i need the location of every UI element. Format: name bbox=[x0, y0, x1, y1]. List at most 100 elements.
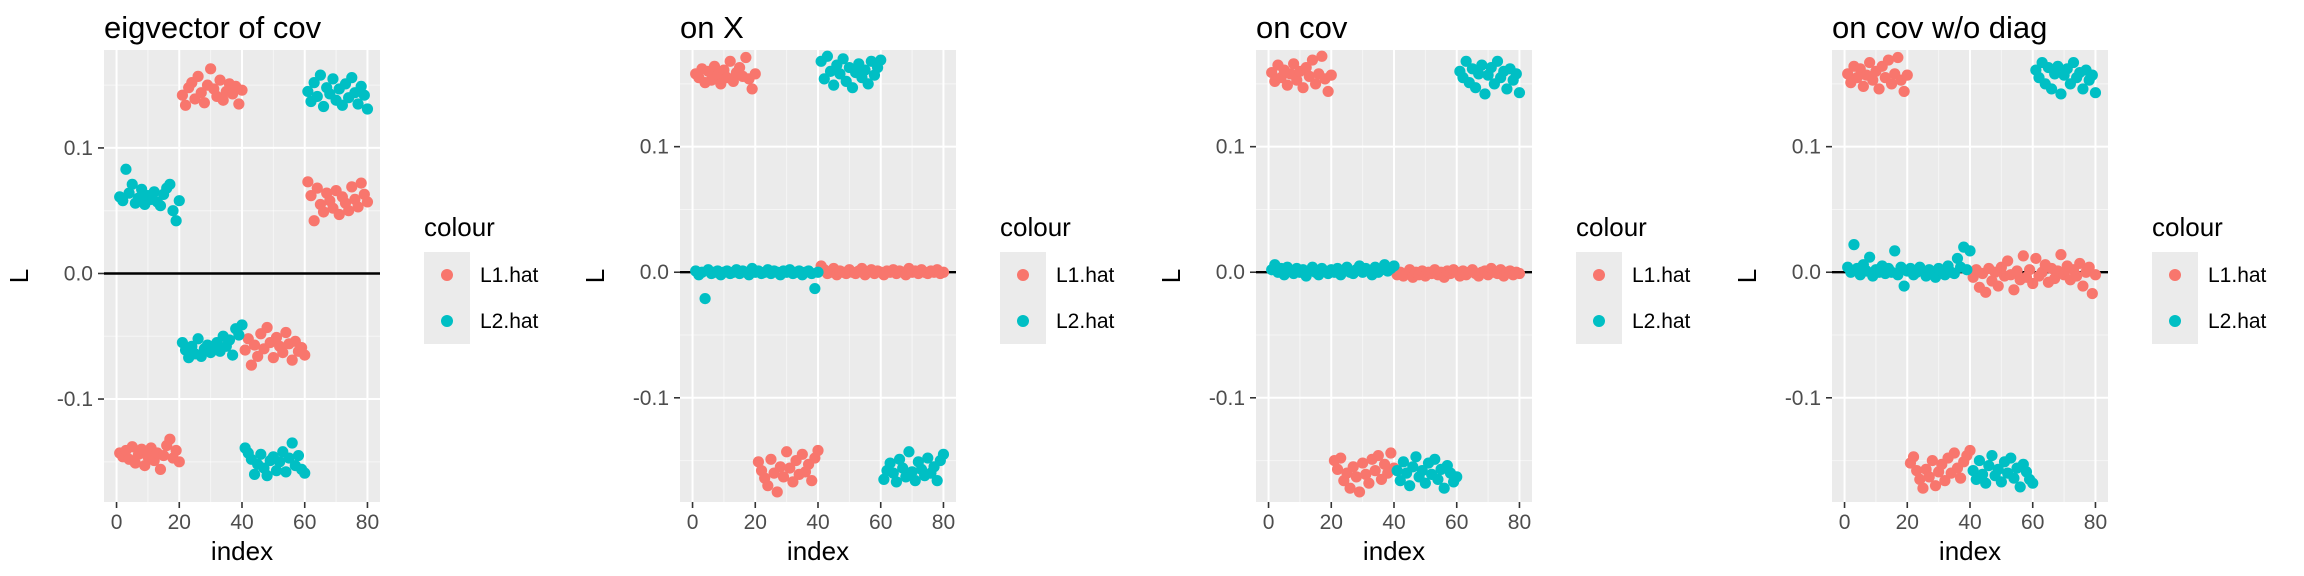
chart-panel-4: on cov w/o diag 0 20 40 60 80 -0.1 0.0 0.1 index L… bbox=[1728, 0, 2304, 576]
data-point bbox=[1864, 56, 1876, 69]
data-point bbox=[781, 446, 793, 458]
data-point bbox=[336, 99, 348, 111]
data-point bbox=[154, 200, 167, 212]
data-point bbox=[358, 89, 370, 101]
data-point bbox=[1378, 458, 1391, 470]
data-point bbox=[812, 266, 824, 278]
data-point bbox=[809, 282, 821, 295]
data-point bbox=[277, 346, 289, 359]
y-tick-label: -0.1 bbox=[1785, 387, 1821, 410]
data-point bbox=[248, 468, 261, 480]
data-point bbox=[1363, 477, 1375, 489]
data-point bbox=[317, 206, 330, 218]
data-point bbox=[308, 215, 320, 227]
x-axis-title: index bbox=[211, 536, 273, 566]
data-point bbox=[299, 467, 311, 479]
data-point bbox=[311, 182, 323, 194]
data-point bbox=[1986, 449, 1998, 462]
legend: colour L1.hat L2.hat bbox=[2152, 212, 2267, 344]
x-axis-title: index bbox=[1363, 536, 1425, 566]
data-point bbox=[2008, 284, 2020, 296]
data-point bbox=[299, 349, 311, 361]
data-point bbox=[129, 457, 141, 469]
data-point bbox=[352, 201, 364, 213]
x-tick-label: 0 bbox=[687, 511, 699, 534]
data-point bbox=[239, 344, 251, 356]
legend: colour L1.hat L2.hat bbox=[1000, 212, 1115, 344]
data-point bbox=[173, 456, 185, 468]
series-L2.hat bbox=[690, 50, 950, 488]
data-point bbox=[1331, 463, 1344, 475]
x-tick-label: 80 bbox=[932, 511, 955, 534]
data-point bbox=[1967, 465, 1979, 477]
legend-key-marker bbox=[1017, 269, 1029, 281]
data-point bbox=[1510, 68, 1522, 80]
data-point bbox=[261, 470, 273, 482]
data-point bbox=[1281, 79, 1293, 91]
data-point bbox=[1306, 54, 1319, 66]
data-point bbox=[255, 448, 267, 460]
data-point bbox=[1873, 83, 1885, 95]
data-point bbox=[699, 293, 711, 305]
x-tick-label: 0 bbox=[111, 511, 123, 534]
data-point bbox=[828, 79, 840, 91]
x-tick-label: 20 bbox=[1320, 511, 1343, 534]
data-point bbox=[812, 444, 824, 457]
data-point bbox=[2083, 261, 2095, 273]
data-point bbox=[302, 85, 314, 98]
data-point bbox=[173, 195, 185, 207]
data-point bbox=[1404, 480, 1416, 492]
data-point bbox=[1964, 444, 1976, 457]
legend-label: L2.hat bbox=[480, 310, 539, 333]
data-point bbox=[346, 181, 358, 193]
data-point bbox=[1864, 251, 1876, 263]
data-point bbox=[343, 205, 355, 217]
data-point bbox=[1309, 78, 1322, 90]
data-point bbox=[746, 83, 758, 95]
legend-label: L2.hat bbox=[2208, 310, 2267, 333]
legend-title: colour bbox=[1000, 212, 1071, 242]
series-L1.hat bbox=[1842, 51, 2102, 494]
data-point bbox=[214, 74, 226, 86]
data-point bbox=[192, 70, 204, 82]
data-point bbox=[2089, 87, 2102, 99]
data-point bbox=[818, 73, 830, 85]
data-point bbox=[752, 456, 765, 468]
data-point bbox=[1438, 482, 1450, 494]
data-point bbox=[176, 89, 189, 101]
data-point bbox=[859, 64, 871, 76]
data-point bbox=[724, 55, 736, 67]
data-point bbox=[878, 473, 890, 485]
data-point bbox=[2011, 265, 2023, 277]
data-point bbox=[2067, 56, 2080, 69]
chart-panel-1: eigvector of cov 0 20 40 60 80 -0.1 0.0 0.1 index… bbox=[0, 0, 576, 576]
data-point bbox=[708, 60, 721, 72]
x-tick-label: 0 bbox=[1263, 511, 1275, 534]
y-axis-title: L bbox=[580, 269, 610, 283]
data-point bbox=[2086, 69, 2098, 81]
data-point bbox=[1929, 480, 1942, 492]
x-tick-label: 40 bbox=[806, 511, 829, 534]
data-point bbox=[1410, 451, 1422, 463]
legend-key-marker bbox=[1593, 315, 1605, 327]
data-point bbox=[198, 97, 210, 109]
data-point bbox=[1889, 245, 1901, 257]
chart-title: on cov bbox=[1256, 10, 1348, 45]
legend-label: L1.hat bbox=[480, 264, 539, 287]
data-point bbox=[2017, 250, 2029, 262]
data-point bbox=[126, 178, 138, 190]
data-point bbox=[267, 352, 279, 364]
data-point bbox=[305, 190, 317, 202]
data-point bbox=[361, 196, 374, 208]
data-point bbox=[740, 51, 752, 64]
data-point bbox=[1385, 447, 1397, 459]
data-point bbox=[2030, 252, 2042, 265]
data-point bbox=[2086, 287, 2098, 300]
y-tick-label: 0.0 bbox=[640, 261, 669, 284]
legend-key-marker bbox=[2169, 315, 2181, 327]
data-point bbox=[139, 459, 151, 472]
data-point bbox=[1980, 477, 1992, 489]
data-point bbox=[1964, 245, 1976, 257]
data-point bbox=[1322, 85, 1334, 98]
